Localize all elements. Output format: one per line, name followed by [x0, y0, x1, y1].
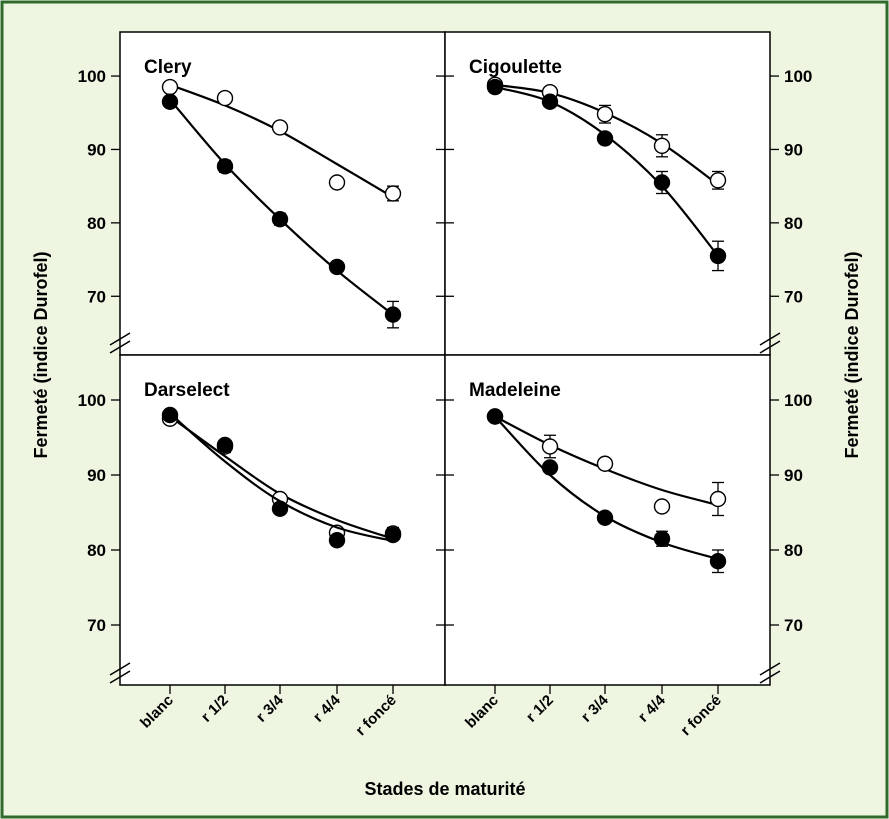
y-tick-label: 80: [784, 214, 803, 233]
data-point-open: [271, 119, 289, 136]
data-point-open: [709, 490, 727, 508]
data-point-open: [328, 174, 346, 191]
panel-title: Clery: [144, 57, 192, 78]
data-point-filled: [384, 306, 402, 323]
data-point-filled: [596, 509, 614, 526]
data-point-filled: [271, 210, 289, 228]
panel-clery: 70 80 90 100 Clery: [78, 31, 446, 364]
y-tick-label: 90: [87, 466, 106, 485]
data-point-filled: [328, 258, 346, 276]
y-tick-label: 100: [78, 67, 106, 86]
data-point-filled: [596, 130, 614, 147]
y-tick-label: 100: [78, 391, 106, 410]
axis-break-mark: [759, 670, 781, 684]
data-point-open: [541, 438, 559, 455]
data-point-filled: [216, 436, 234, 454]
axis-break-mark: [109, 662, 131, 676]
y-tick-label: 70: [87, 616, 106, 635]
y-tick-label: 100: [784, 391, 812, 410]
data-point-filled: [486, 408, 504, 425]
data-point-filled: [541, 459, 559, 476]
axis-break-mark: [759, 340, 781, 354]
axis-break-mark: [109, 670, 131, 684]
panel-title: Cigoulette: [469, 57, 562, 78]
data-point-open: [216, 89, 234, 107]
data-point-filled: [541, 93, 559, 110]
panel-title: Madeleine: [469, 380, 561, 401]
y-tick-label: 70: [784, 287, 803, 306]
axis-break-mark: [759, 332, 781, 346]
data-point-filled: [709, 553, 727, 570]
y-axis-label-left: Fermeté (indice Durofel): [31, 251, 51, 458]
data-point-open: [596, 455, 614, 472]
data-point-filled: [161, 93, 179, 110]
data-point-open: [596, 106, 614, 123]
data-point-open: [161, 78, 179, 96]
axis-break-mark: [759, 662, 781, 676]
y-tick-label: 90: [784, 140, 803, 159]
plot-area: [119, 354, 446, 686]
panel-cigoulette: 70 80 90 100 Cigoulette: [444, 31, 812, 364]
y-tick-label: 80: [784, 541, 803, 560]
data-point-filled: [161, 406, 179, 424]
y-tick-label: 90: [784, 466, 803, 485]
data-point-filled: [328, 532, 346, 549]
y-tick-label: 80: [87, 214, 106, 233]
y-axis-label-right: Fermeté (indice Durofel): [842, 251, 862, 458]
axis-break-mark: [109, 332, 131, 346]
axis-break-mark: [109, 340, 131, 354]
y-tick-label: 80: [87, 541, 106, 560]
data-point-open: [653, 137, 671, 154]
y-tick-label: 90: [87, 140, 106, 159]
data-point-filled: [486, 78, 504, 96]
data-point-filled: [216, 158, 234, 175]
data-point-filled: [653, 530, 671, 547]
y-tick-label: 70: [784, 616, 803, 635]
data-point-filled: [653, 174, 671, 191]
y-tick-label: 70: [87, 287, 106, 306]
data-point-filled: [384, 526, 402, 544]
panel-title: Darselect: [144, 380, 230, 401]
data-point-open: [384, 185, 402, 202]
data-point-open: [709, 172, 727, 189]
x-axis-label: Stades de maturité: [364, 779, 525, 799]
data-point-filled: [271, 500, 289, 517]
y-tick-label: 100: [784, 67, 812, 86]
data-point-filled: [709, 247, 727, 265]
panels: 70 80 90 100 Clery 70 80 90 100 Cigoulette 70 80 90 1…: [78, 31, 812, 739]
data-point-open: [653, 498, 671, 515]
